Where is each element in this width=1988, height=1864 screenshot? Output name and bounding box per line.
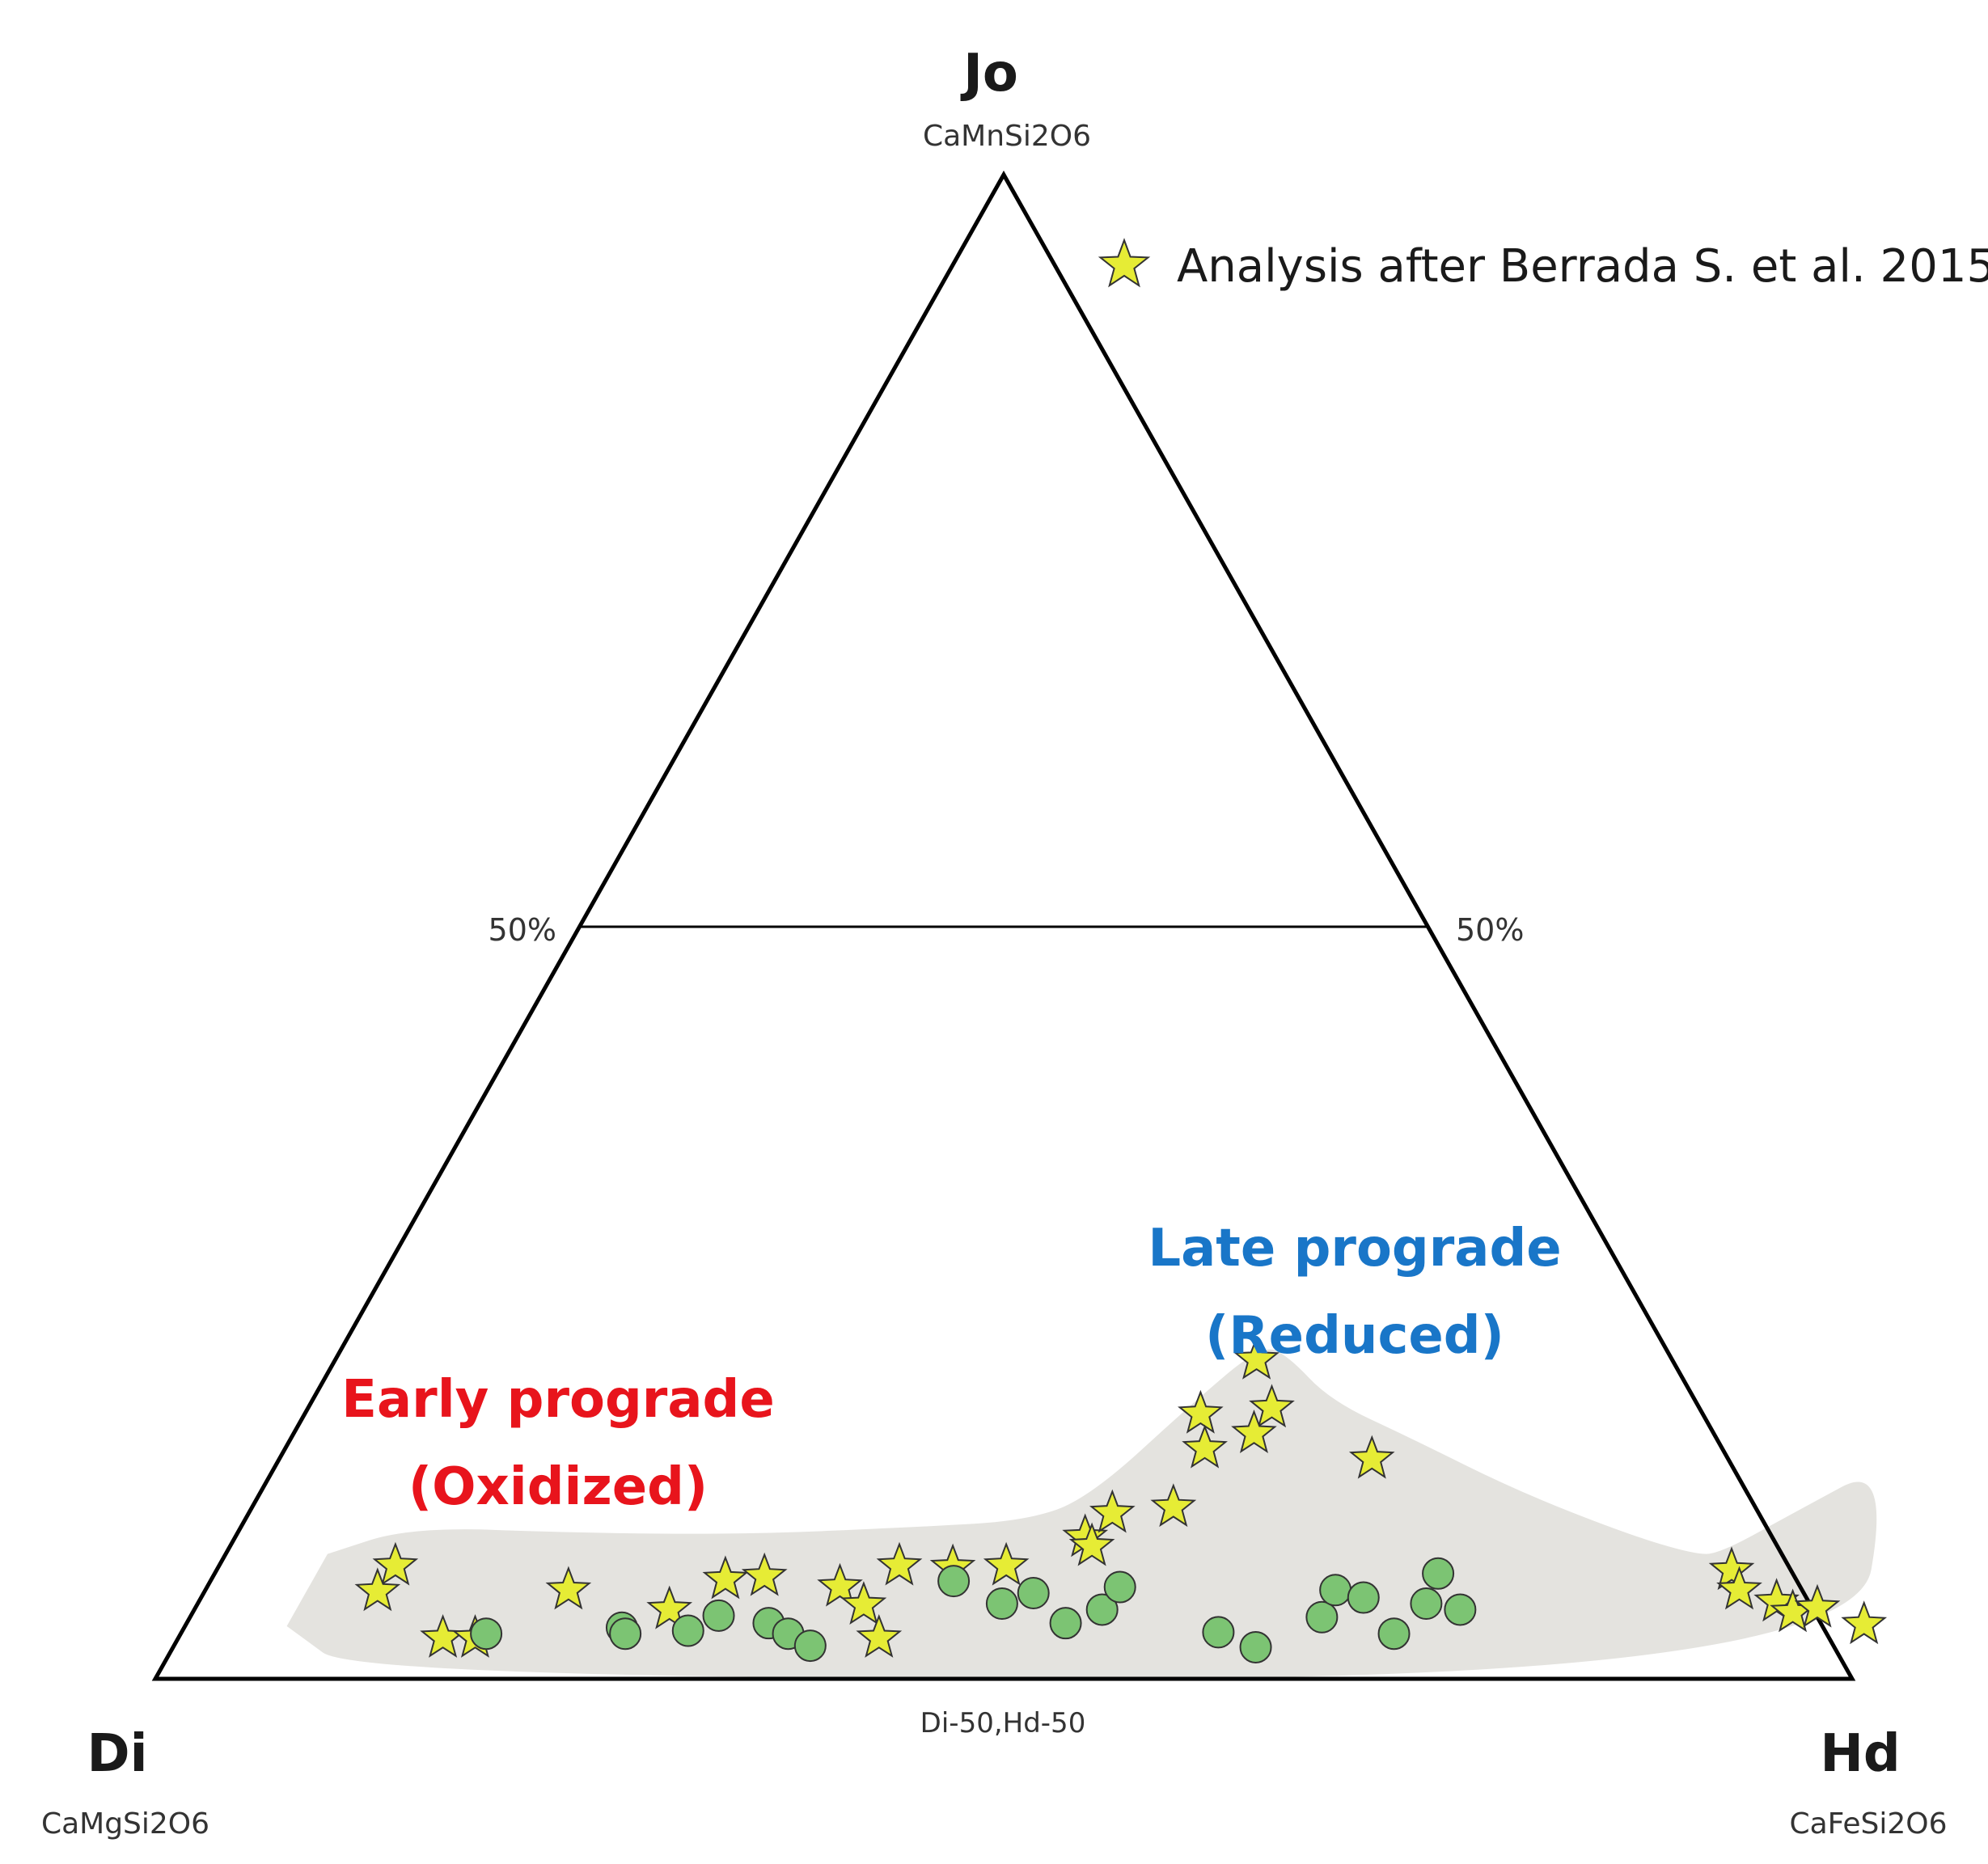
legend-star-icon: [1098, 238, 1151, 288]
star-point: [840, 1581, 887, 1625]
vertex-formula-top: CaMnSi2O6: [923, 120, 1091, 153]
legend: Analysis after Berrada S. et al. 2015: [1098, 238, 1988, 293]
circle-point: [1319, 1574, 1352, 1607]
star-point: [1089, 1489, 1136, 1533]
circle-point: [671, 1614, 704, 1647]
circle-point: [1239, 1630, 1272, 1663]
circle-point: [1422, 1557, 1455, 1590]
circle-point: [1085, 1593, 1119, 1626]
circle-point: [1444, 1593, 1477, 1626]
field-label-late-line1: Late prograde: [1148, 1219, 1561, 1279]
star-point: [1231, 1409, 1277, 1453]
tick-label-bottom-mid: Di-50,Hd-50: [920, 1707, 1086, 1739]
circle-point: [702, 1599, 735, 1632]
circle-point: [1377, 1617, 1411, 1651]
data-points-layer: [354, 1335, 1888, 1663]
vertex-label-right: Hd: [1820, 1724, 1900, 1784]
star-point: [646, 1585, 693, 1629]
star-point: [1249, 1384, 1295, 1428]
star-point: [983, 1541, 1030, 1586]
star-point: [1841, 1600, 1888, 1645]
circle-point: [1049, 1607, 1082, 1640]
circle-point: [937, 1565, 971, 1598]
circle-point: [470, 1617, 503, 1651]
star-point: [817, 1562, 863, 1607]
star-point: [1182, 1424, 1228, 1469]
tick-label-left-50: 50%: [489, 912, 556, 948]
field-envelope: [286, 1349, 1877, 1679]
vertex-label-top: Jo: [960, 44, 1018, 104]
circle-point: [1305, 1600, 1339, 1634]
star-point: [1178, 1389, 1224, 1434]
vertex-formula-left: CaMgSi2O6: [41, 1807, 209, 1841]
field-label-late-line2: (Reduced): [1205, 1306, 1504, 1366]
field-label-early-line2: (Oxidized): [408, 1457, 708, 1517]
star-point: [1716, 1566, 1762, 1610]
circle-point: [1017, 1576, 1050, 1609]
tick-label-right-50: 50%: [1456, 912, 1524, 948]
star-point: [1068, 1522, 1115, 1566]
star-point: [876, 1541, 923, 1586]
circle-point: [1347, 1581, 1380, 1614]
field-envelope-layer: [286, 1349, 1877, 1679]
star-point: [856, 1614, 903, 1658]
circle-point: [793, 1629, 827, 1663]
star-point: [1150, 1483, 1197, 1528]
star-point: [354, 1567, 401, 1612]
star-point: [1794, 1583, 1841, 1628]
vertex-formula-right: CaFeSi2O6: [1789, 1807, 1947, 1841]
field-label-early-line1: Early prograde: [341, 1370, 775, 1430]
circle-point: [1202, 1616, 1235, 1649]
circle-point: [985, 1587, 1018, 1620]
vertex-label-left: Di: [87, 1724, 147, 1784]
circle-point: [1410, 1587, 1443, 1620]
star-point: [741, 1552, 788, 1596]
star-point: [545, 1566, 592, 1610]
star-point: [1233, 1335, 1280, 1380]
star-point: [372, 1541, 419, 1586]
legend-label: Analysis after Berrada S. et al. 2015: [1177, 240, 1988, 293]
circle-point: [1103, 1570, 1136, 1604]
circle-point: [609, 1617, 642, 1651]
star-point: [1348, 1435, 1395, 1479]
star-point: [1708, 1546, 1755, 1591]
star-point: [702, 1555, 749, 1600]
